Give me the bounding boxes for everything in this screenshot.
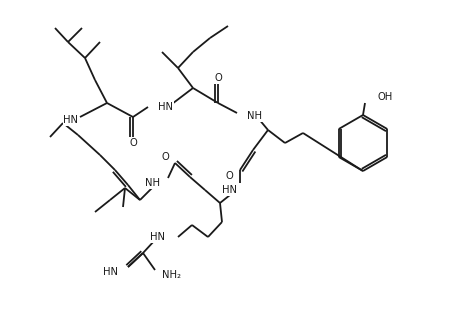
Text: O: O (129, 138, 137, 148)
Text: HN: HN (158, 102, 173, 112)
Text: HN: HN (103, 267, 118, 277)
Text: OH: OH (378, 92, 393, 102)
Text: NH: NH (145, 178, 160, 188)
Text: NH₂: NH₂ (162, 270, 181, 280)
Text: HN: HN (150, 232, 165, 242)
Text: O: O (214, 73, 222, 83)
Text: O: O (225, 171, 233, 181)
Text: O: O (161, 152, 169, 162)
Text: NH: NH (247, 111, 262, 121)
Text: HN: HN (64, 115, 79, 125)
Text: HN: HN (222, 185, 237, 195)
